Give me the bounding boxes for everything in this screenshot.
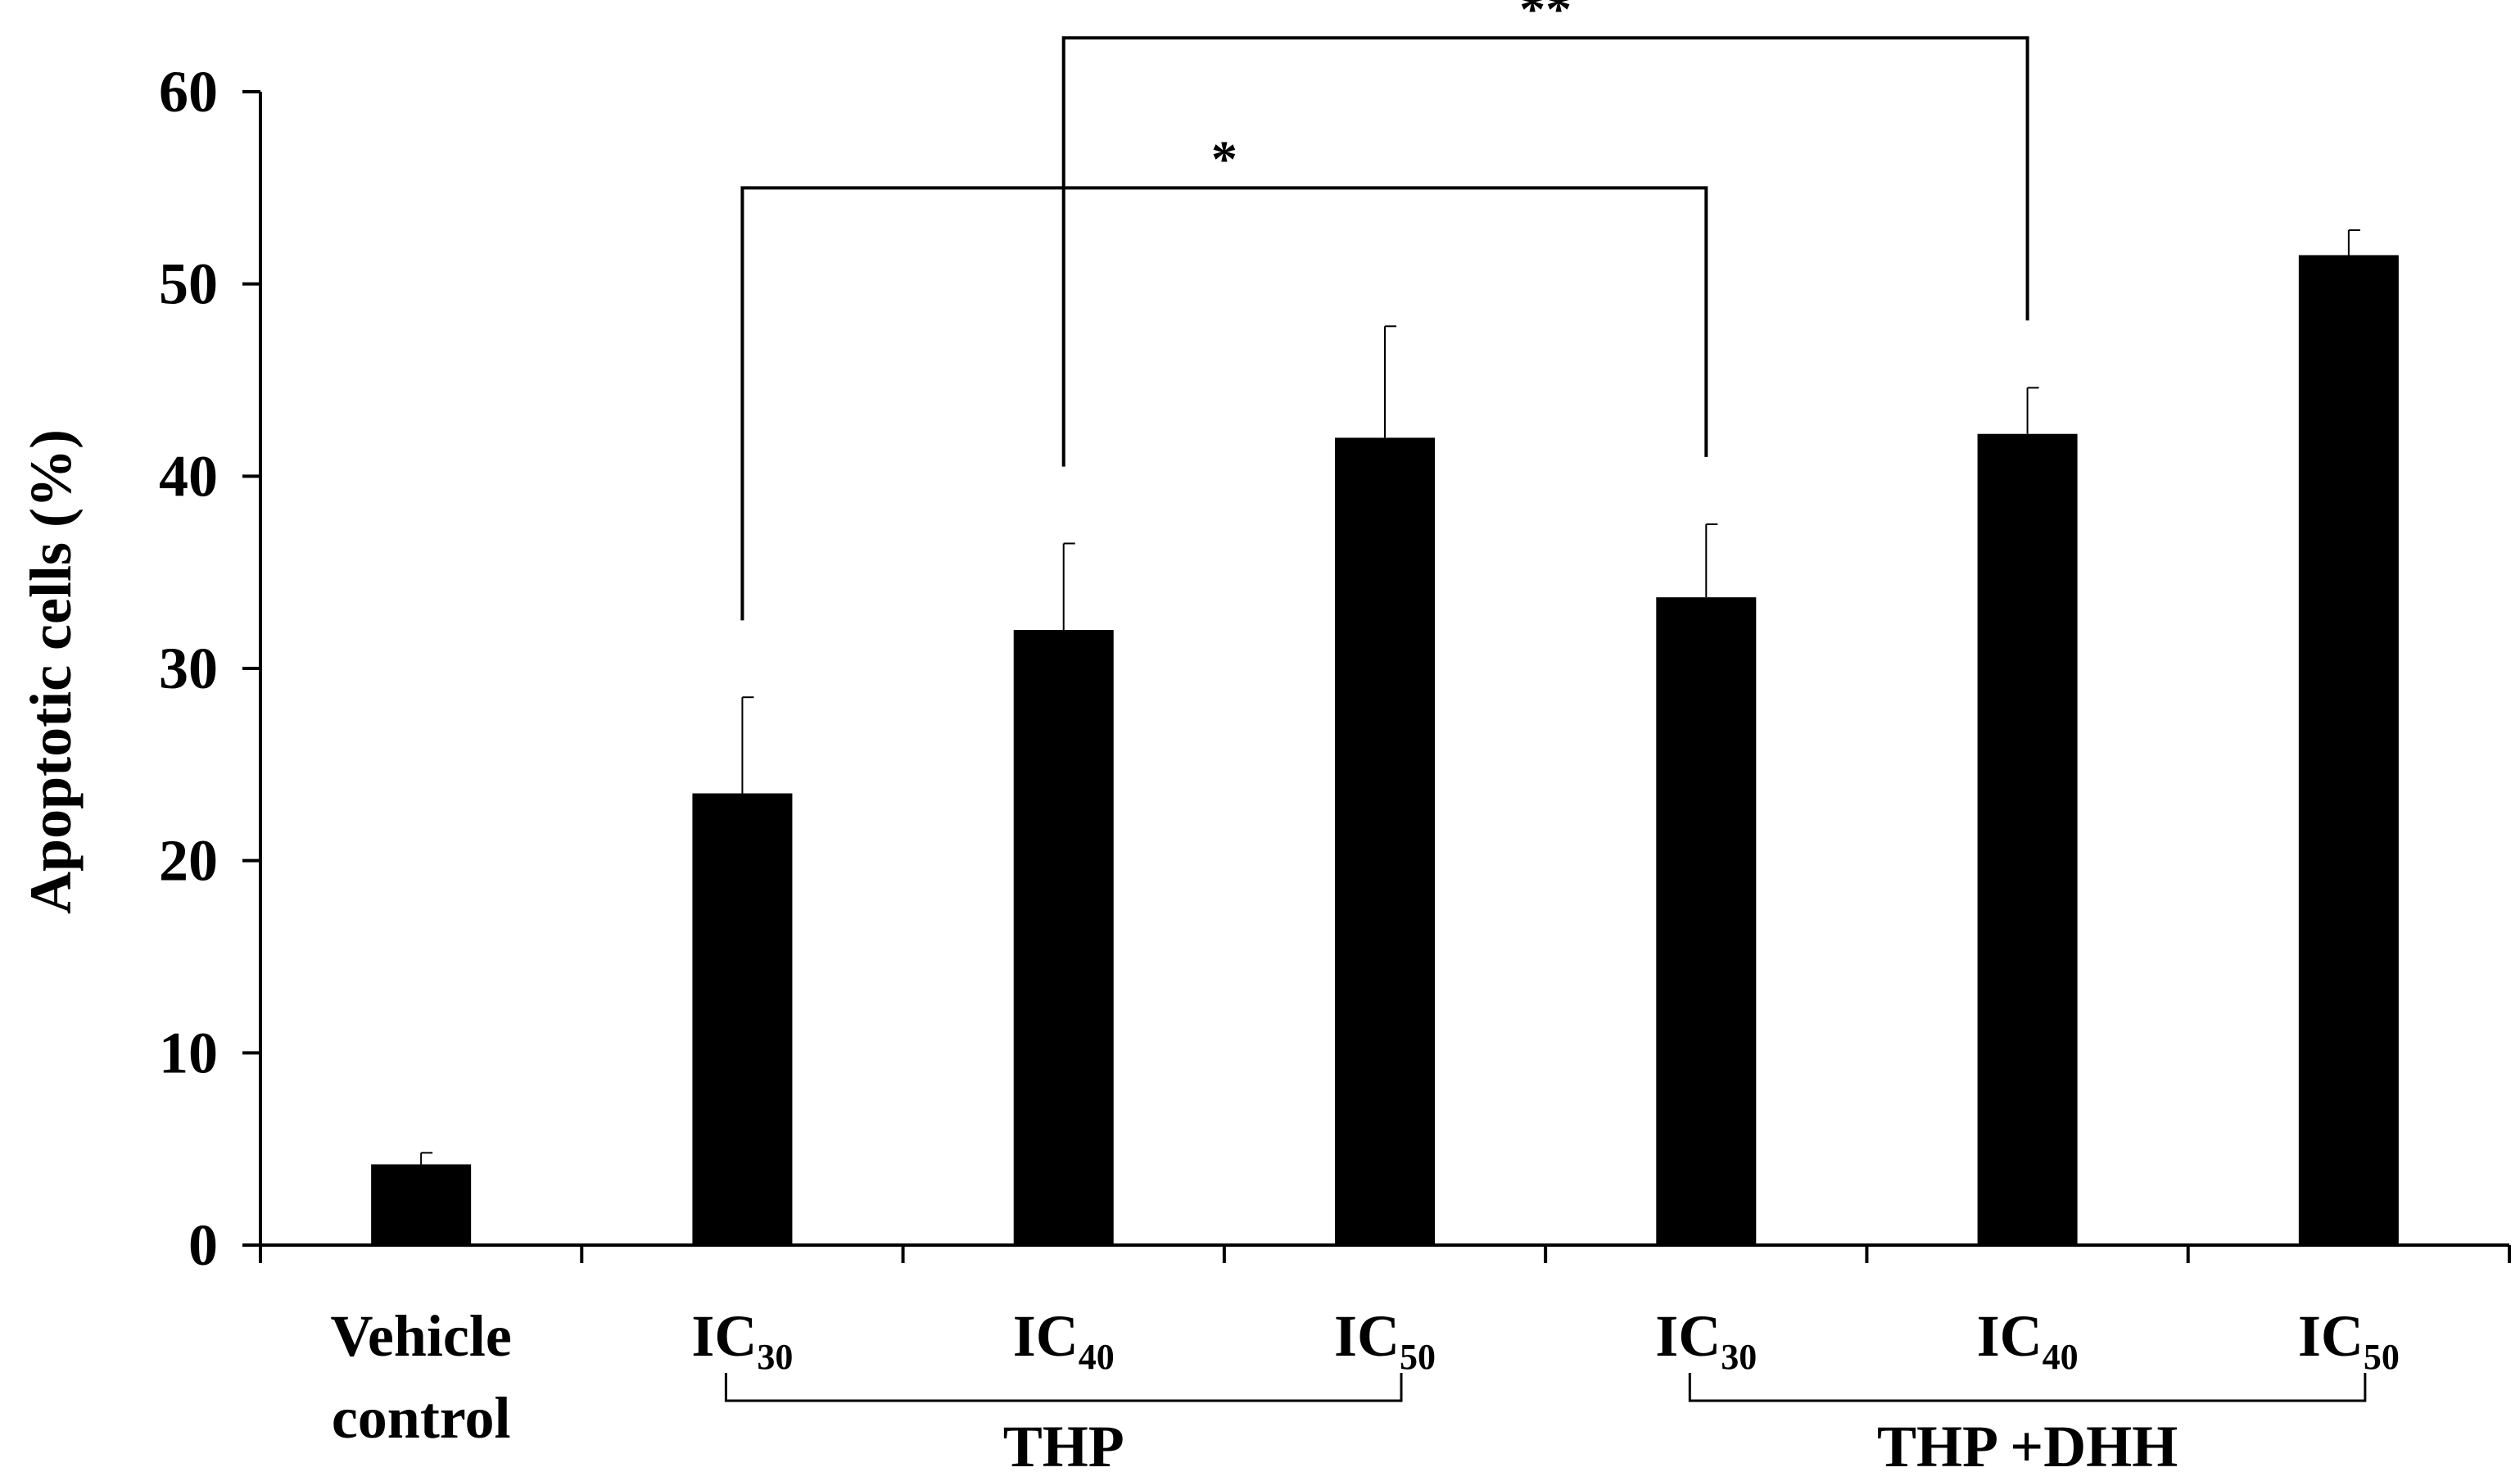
x-tick-label: IC50 bbox=[2298, 1303, 2400, 1377]
y-tick-label: 30 bbox=[159, 636, 218, 701]
bar bbox=[1013, 630, 1114, 1245]
y-tick-label: 60 bbox=[159, 59, 218, 125]
bar bbox=[371, 1164, 472, 1245]
y-tick-label: 50 bbox=[159, 251, 218, 317]
bar bbox=[1656, 597, 1757, 1245]
x-tick-label: IC30 bbox=[1655, 1303, 1757, 1377]
bar bbox=[1977, 433, 2078, 1245]
group-brackets: THP THP +DHH bbox=[724, 1373, 2367, 1479]
axes: 0 10 20 30 40 50 60 bbox=[159, 59, 2511, 1278]
bar bbox=[2298, 255, 2399, 1245]
group-label: THP +DHH bbox=[1877, 1414, 2178, 1479]
bar bbox=[1335, 437, 1435, 1245]
y-tick-label: 0 bbox=[188, 1212, 218, 1278]
error-bars bbox=[420, 229, 2360, 1165]
x-tick-label: IC30 bbox=[691, 1303, 793, 1377]
significance-bracket bbox=[1061, 36, 2029, 467]
x-tick-label-line2: control bbox=[332, 1385, 511, 1451]
y-tick-label: 40 bbox=[159, 443, 218, 509]
significance-bracket bbox=[740, 186, 1708, 621]
y-tick-label: 20 bbox=[159, 828, 218, 894]
x-tick-label: IC50 bbox=[1334, 1303, 1436, 1377]
significance-label: * bbox=[1211, 129, 1237, 188]
bar bbox=[692, 793, 793, 1245]
bars bbox=[371, 255, 2399, 1245]
y-tick-label: 10 bbox=[159, 1020, 218, 1085]
group-label: THP bbox=[1003, 1414, 1124, 1479]
x-tick-label: IC40 bbox=[1977, 1303, 2079, 1377]
group-bracket bbox=[724, 1373, 1403, 1402]
significance-label: ** bbox=[1519, 0, 1572, 38]
group-bracket bbox=[1688, 1373, 2367, 1402]
x-tick-label: Vehicle bbox=[330, 1303, 511, 1369]
x-tick-labels: Vehicle control IC30 IC40 IC50 IC30 IC40 IC50 bbox=[330, 1303, 2399, 1451]
x-tick-label: IC40 bbox=[1013, 1303, 1115, 1377]
significance-brackets: *** bbox=[740, 0, 2029, 621]
y-axis-title: Apoptotic cells (%) bbox=[18, 429, 84, 914]
